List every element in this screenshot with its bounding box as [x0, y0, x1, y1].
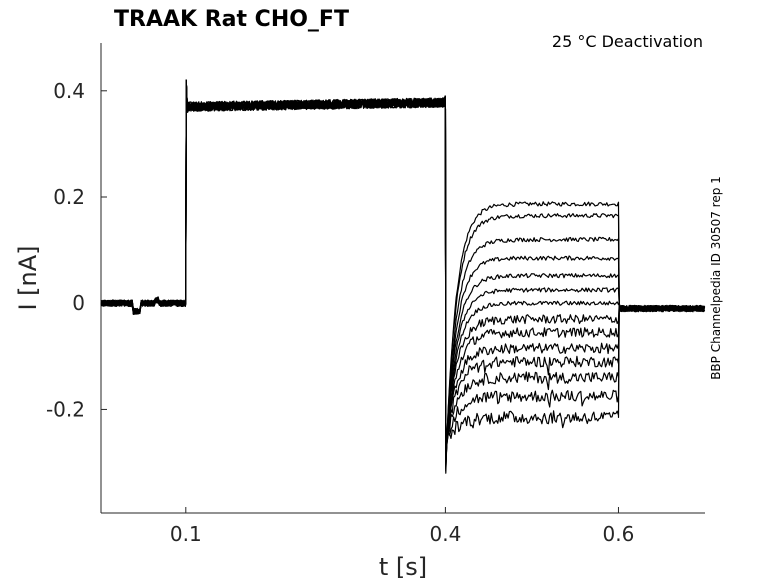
- current-trace: [100, 79, 706, 457]
- y-tick-label: 0.4: [53, 79, 85, 103]
- y-ticks: 0.4 0.2 0 -0.2: [46, 79, 107, 421]
- current-trace: [100, 79, 706, 468]
- x-tick-label: 0.1: [170, 522, 202, 546]
- side-label: BBP Channelpedia ID 30507 rep 1: [709, 176, 723, 380]
- chart-title: TRAAK Rat CHO_FT: [114, 7, 349, 32]
- current-trace: [100, 79, 706, 447]
- x-tick-label: 0.4: [429, 522, 461, 546]
- current-trace: [100, 79, 705, 466]
- current-trace: [100, 79, 706, 459]
- x-axis-label: t [s]: [379, 553, 427, 581]
- y-tick-label: 0.2: [53, 185, 85, 209]
- current-trace: [100, 79, 705, 464]
- current-trace: [100, 79, 706, 474]
- y-axis-label: I [nA]: [14, 245, 42, 310]
- y-tick-label: -0.2: [46, 397, 85, 421]
- current-trace: [100, 79, 706, 451]
- current-trace: [100, 79, 706, 449]
- y-tick-label: 0: [72, 291, 85, 315]
- current-traces: [100, 79, 706, 474]
- x-tick-label: 0.6: [603, 522, 635, 546]
- current-trace: [100, 79, 706, 455]
- x-ticks: 0.1 0.4 0.6: [170, 507, 634, 546]
- current-trace: [100, 79, 705, 461]
- current-trace: [100, 79, 706, 453]
- condition-label: 25 °C Deactivation: [552, 32, 703, 51]
